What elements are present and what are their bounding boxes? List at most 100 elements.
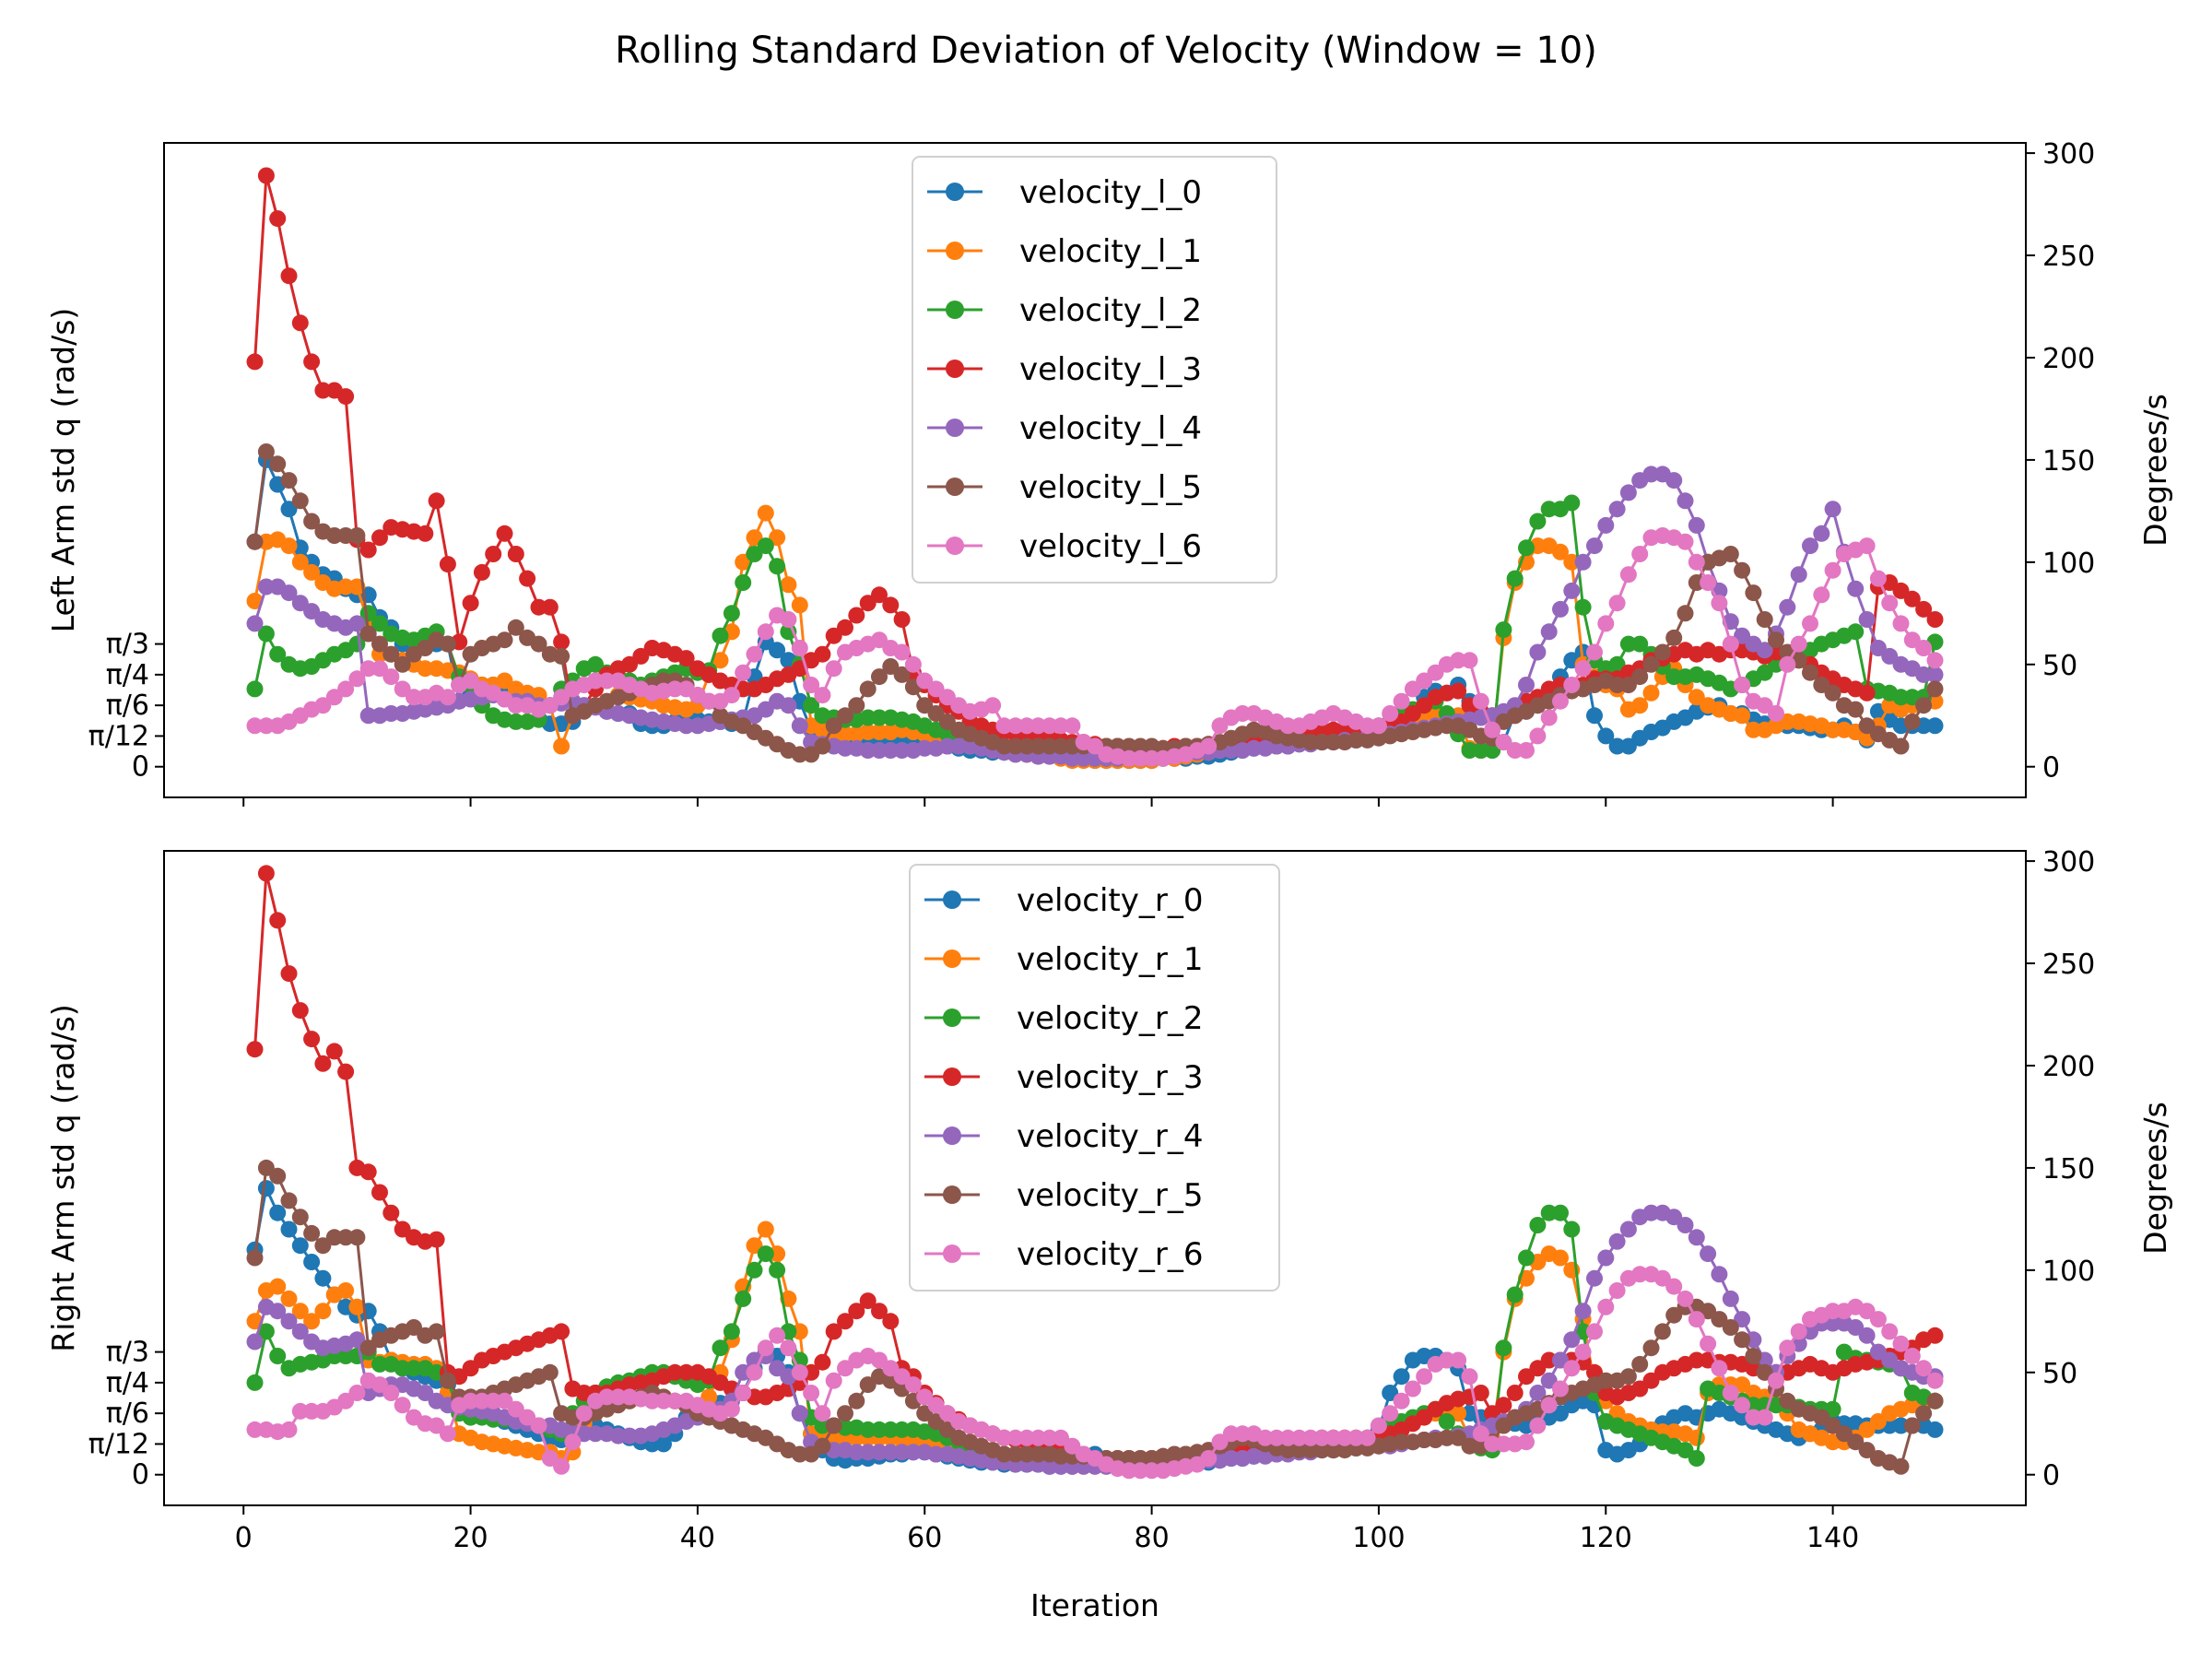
data-point-velocity_r_6 — [1472, 1425, 1489, 1443]
data-point-velocity_l_1 — [1824, 721, 1841, 738]
data-point-velocity_l_6 — [1722, 635, 1739, 653]
data-point-velocity_l_5 — [1802, 664, 1818, 681]
data-point-velocity_l_6 — [1619, 566, 1637, 584]
data-point-velocity_l_1 — [1734, 707, 1751, 725]
legend-marker-velocity_l_1 — [946, 242, 964, 260]
data-point-velocity_r_4 — [1700, 1245, 1717, 1263]
data-point-velocity_r_5 — [1132, 1450, 1149, 1467]
data-point-velocity_r_2 — [394, 1360, 411, 1377]
data-point-velocity_r_5 — [1166, 1445, 1183, 1463]
data-point-velocity_r_6 — [769, 1327, 786, 1344]
data-point-velocity_r_5 — [995, 1445, 1013, 1463]
data-point-velocity_r_5 — [814, 1437, 831, 1455]
data-point-velocity_r_4 — [1619, 1221, 1637, 1238]
data-point-velocity_l_6 — [893, 643, 911, 661]
data-point-velocity_r_3 — [1926, 1327, 1944, 1344]
data-point-velocity_l_4 — [1665, 472, 1683, 489]
legend-marker-velocity_r_0 — [943, 890, 961, 909]
data-point-velocity_l_4 — [791, 717, 808, 735]
data-point-velocity_l_2 — [712, 627, 729, 644]
data-point-velocity_l_6 — [1461, 652, 1478, 669]
data-point-velocity_r_6 — [1461, 1368, 1478, 1386]
data-point-velocity_r_3 — [337, 1063, 355, 1080]
left-arm-plot-frame — [163, 142, 2027, 798]
data-point-velocity_l_2 — [871, 709, 888, 726]
data-point-velocity_l_1 — [859, 724, 877, 740]
data-point-velocity_r_5 — [1779, 1392, 1796, 1409]
data-point-velocity_l_5 — [1915, 697, 1933, 714]
data-point-velocity_l_6 — [1700, 574, 1717, 591]
legend-label-velocity_l_6: velocity_l_6 — [1019, 528, 1202, 565]
data-point-velocity_l_5 — [1132, 737, 1149, 755]
data-point-velocity_l_4 — [1688, 516, 1705, 534]
data-point-velocity_r_5 — [1416, 1432, 1433, 1448]
data-point-velocity_l_5 — [1824, 684, 1841, 702]
data-point-velocity_r_6 — [1869, 1311, 1887, 1328]
right-arm-panel: 0 20 40 60 80 100 120 1400501001502002503000π/1… — [45, 846, 2173, 1554]
data-point-velocity_l_4 — [1642, 466, 1660, 483]
data-point-velocity_r_4 — [1745, 1331, 1762, 1349]
data-point-velocity_r_5 — [1006, 1445, 1024, 1463]
data-point-velocity_l_3 — [507, 546, 524, 562]
data-point-velocity_r_5 — [1915, 1405, 1933, 1422]
data-point-velocity_l_5 — [1734, 561, 1751, 579]
data-point-velocity_r_3 — [325, 1043, 343, 1060]
data-point-velocity_r_4 — [1688, 1229, 1705, 1246]
data-point-velocity_l_0 — [769, 642, 786, 659]
data-point-velocity_l_5 — [439, 635, 456, 653]
data-point-velocity_r_6 — [1370, 1417, 1387, 1434]
data-point-velocity_r_2 — [723, 1323, 740, 1340]
data-point-velocity_l_5 — [1631, 668, 1649, 686]
data-point-velocity_r_6 — [553, 1457, 571, 1475]
data-point-velocity_l_5 — [1347, 731, 1365, 749]
left-arm-left-tick-label: π/12 — [88, 720, 149, 752]
data-point-velocity_l_6 — [337, 680, 355, 698]
data-point-velocity_r_1 — [791, 1323, 808, 1340]
data-point-velocity_l_5 — [1653, 643, 1671, 661]
data-point-velocity_l_4 — [1619, 484, 1637, 501]
data-point-velocity_l_3 — [519, 570, 536, 587]
data-point-velocity_r_5 — [1450, 1429, 1467, 1446]
data-point-velocity_r_4 — [871, 1444, 888, 1461]
data-point-velocity_r_6 — [1756, 1409, 1773, 1426]
data-point-velocity_l_5 — [303, 513, 321, 530]
data-point-velocity_l_3 — [428, 492, 445, 510]
data-point-velocity_l_5 — [995, 737, 1013, 755]
data-point-velocity_r_5 — [1018, 1445, 1036, 1463]
data-point-velocity_r_5 — [1631, 1355, 1649, 1373]
data-point-velocity_l_3 — [337, 388, 355, 406]
data-point-velocity_l_6 — [1597, 615, 1615, 632]
data-point-velocity_r_6 — [1313, 1429, 1331, 1446]
data-point-velocity_l_4 — [1064, 749, 1081, 767]
data-point-velocity_r_6 — [1608, 1282, 1626, 1299]
data-point-velocity_r_3 — [666, 1363, 684, 1381]
left-arm-left-tick-label: π/6 — [106, 690, 149, 722]
data-point-velocity_r_2 — [1540, 1204, 1558, 1221]
data-point-velocity_r_5 — [1324, 1442, 1342, 1459]
right-arm-right-tick-label: 300 — [2042, 846, 2095, 879]
data-point-velocity_r_4 — [1597, 1249, 1615, 1267]
data-point-velocity_l_5 — [280, 472, 298, 489]
data-point-velocity_r_3 — [246, 1041, 264, 1058]
data-point-velocity_l_3 — [882, 596, 900, 614]
data-point-velocity_l_1 — [417, 660, 434, 678]
data-point-velocity_r_0 — [280, 1221, 298, 1238]
data-point-velocity_l_6 — [1359, 717, 1376, 735]
legend-marker-velocity_l_2 — [946, 301, 964, 319]
data-point-velocity_l_4 — [916, 739, 934, 757]
data-point-velocity_r_3 — [1540, 1351, 1558, 1369]
data-point-velocity_l_3 — [848, 607, 865, 624]
data-point-velocity_l_1 — [712, 652, 729, 669]
legend-marker-velocity_l_5 — [946, 478, 964, 496]
legend-label-velocity_l_1: velocity_l_1 — [1019, 233, 1202, 270]
data-point-velocity_r_6 — [394, 1397, 411, 1414]
data-point-velocity_l_3 — [462, 595, 479, 612]
data-point-velocity_l_6 — [1132, 749, 1149, 767]
data-point-velocity_l_6 — [1790, 635, 1807, 653]
data-point-velocity_r_6 — [1881, 1323, 1899, 1340]
right-arm-left-tick-label: 0 — [132, 1459, 149, 1492]
data-point-velocity_l_1 — [337, 578, 355, 596]
data-point-velocity_r_4 — [927, 1445, 945, 1463]
data-point-velocity_r_2 — [757, 1245, 774, 1263]
